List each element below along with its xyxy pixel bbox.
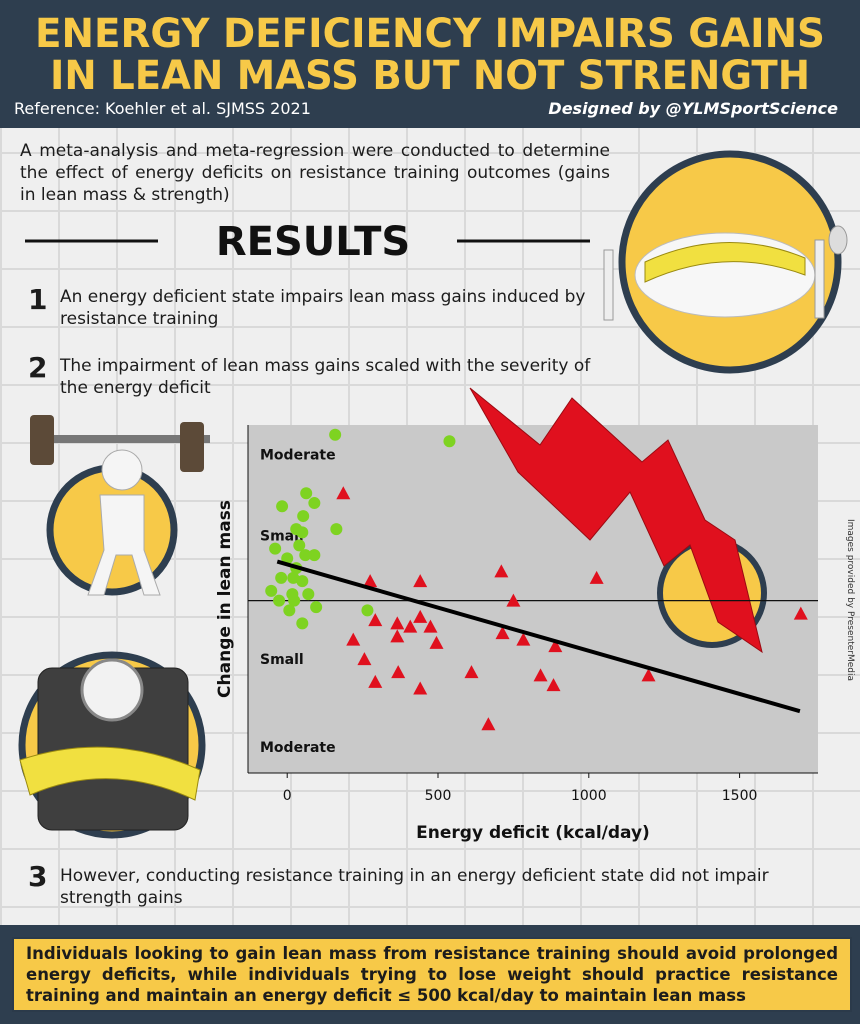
header-band xyxy=(0,0,860,128)
spoon xyxy=(828,225,848,255)
point xyxy=(506,593,521,607)
tape xyxy=(644,242,806,283)
point xyxy=(368,674,383,688)
point xyxy=(423,619,438,633)
tape xyxy=(19,746,201,801)
point xyxy=(368,613,383,627)
point xyxy=(297,510,310,523)
point xyxy=(413,681,428,695)
point xyxy=(293,539,306,552)
point xyxy=(589,570,604,584)
point xyxy=(273,594,286,607)
finding-number: 3 xyxy=(28,860,48,893)
point xyxy=(308,549,321,562)
y-tick-label: Small xyxy=(260,652,304,668)
point xyxy=(391,665,406,679)
point xyxy=(403,619,418,633)
trend-line xyxy=(276,559,801,714)
point xyxy=(464,665,479,679)
y-tick-label: Moderate xyxy=(260,447,336,463)
point xyxy=(281,552,294,565)
point xyxy=(330,523,343,536)
y-axis-label: Change in lean mass xyxy=(215,500,235,698)
knife xyxy=(814,239,825,319)
image-credit: Images provided by PresenterMedia xyxy=(845,519,855,681)
point xyxy=(429,635,444,649)
point xyxy=(533,668,548,682)
x-axis-label: Energy deficit (kcal/day) xyxy=(416,823,650,843)
point xyxy=(363,574,378,588)
fork xyxy=(603,249,614,321)
figure-body xyxy=(87,494,161,596)
point xyxy=(269,542,282,555)
point xyxy=(283,604,296,617)
point xyxy=(308,497,321,510)
point xyxy=(495,626,510,640)
x-tick-label: 1500 xyxy=(722,788,758,804)
point xyxy=(336,486,351,500)
point xyxy=(413,574,428,588)
figure-head xyxy=(101,449,143,491)
point xyxy=(481,717,496,731)
point xyxy=(346,632,361,646)
point xyxy=(494,564,509,578)
point xyxy=(300,487,313,500)
point xyxy=(443,435,456,448)
finding-text: However, conducting resistance training … xyxy=(60,866,769,908)
point xyxy=(516,632,531,646)
trend-arrow xyxy=(469,387,763,654)
plate-weight xyxy=(180,422,204,472)
point xyxy=(390,629,405,643)
scale-dial xyxy=(80,658,144,722)
title-line: ENERGY DEFICIENCY IMPAIRS GAINS xyxy=(35,11,825,57)
reference: Reference: Koehler et al. SJMSS 2021 xyxy=(14,99,311,118)
finding-number: 2 xyxy=(28,351,48,384)
point xyxy=(299,549,312,562)
point xyxy=(265,584,278,597)
x-tick-label: 0 xyxy=(283,788,292,804)
credit: Designed by @YLMSportScience xyxy=(548,99,838,118)
point xyxy=(276,500,289,513)
y-tick-label: Moderate xyxy=(260,740,336,756)
point xyxy=(287,571,300,584)
intro: A meta-analysis and meta-regression were… xyxy=(20,141,610,205)
point xyxy=(546,678,561,692)
point xyxy=(641,668,656,682)
x-tick-label: 1000 xyxy=(571,788,607,804)
conclusion: Individuals looking to gain lean mass fr… xyxy=(12,937,852,1012)
point xyxy=(310,601,323,614)
point xyxy=(302,588,315,601)
results-heading: RESULTS xyxy=(216,219,410,265)
point xyxy=(275,571,288,584)
finding-number: 1 xyxy=(28,283,48,316)
x-tick-label: 500 xyxy=(425,788,452,804)
point xyxy=(288,594,301,607)
point xyxy=(357,652,372,666)
point xyxy=(548,639,563,653)
title-line: IN LEAN MASS BUT NOT STRENGTH xyxy=(50,53,810,99)
point xyxy=(329,428,342,441)
point xyxy=(296,575,309,588)
point xyxy=(296,526,309,539)
point xyxy=(793,606,808,620)
point xyxy=(361,604,374,617)
point xyxy=(413,609,428,623)
point xyxy=(390,616,405,630)
finding-text: An energy deficient state impairs lean m… xyxy=(60,287,586,329)
barbell xyxy=(30,435,210,443)
plate-weight xyxy=(30,415,54,465)
point xyxy=(296,617,309,630)
finding-text: The impairment of lean mass gains scaled… xyxy=(60,356,591,398)
chart: 0 500 1000 1500ModerateSmallSmallModerateEn… xyxy=(215,387,818,843)
